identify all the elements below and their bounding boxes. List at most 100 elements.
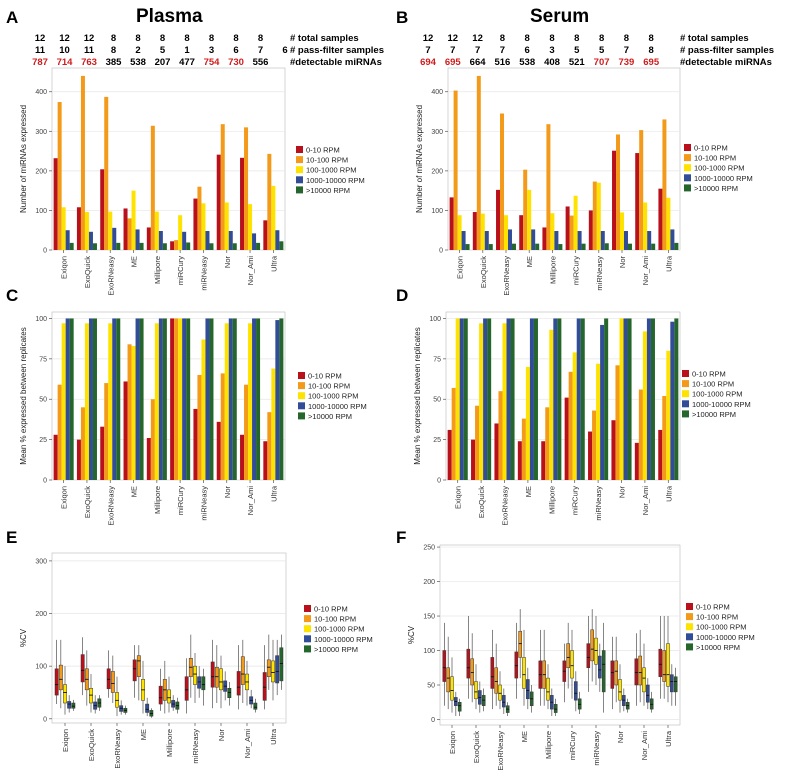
y-tick-label: 0 bbox=[439, 248, 443, 255]
y-tick-label: 0 bbox=[437, 478, 441, 485]
box-mircury-100-1000-rpm bbox=[570, 650, 574, 679]
bar-ultra-10000-rpm bbox=[279, 318, 284, 480]
box-mirneasy-10000-rpm bbox=[201, 676, 206, 691]
bar-exoquick-1000-10000-rpm bbox=[484, 231, 489, 250]
y-tick-label: 50 bbox=[427, 683, 435, 690]
bar-nor-ami-10000-rpm bbox=[651, 243, 656, 250]
header-row-label: # pass-filter samples bbox=[680, 45, 774, 56]
header-pass-cell: 3 bbox=[208, 45, 215, 56]
y-axis-label: %CV bbox=[407, 625, 416, 644]
bar-nor-ami-0-10-rpm bbox=[634, 442, 639, 480]
header-total-cell: 8 bbox=[257, 33, 264, 44]
box-mircury-1000-10000-rpm bbox=[574, 681, 578, 701]
bar-exorneasy-100-1000-rpm bbox=[504, 215, 508, 250]
header-total-cell: 8 bbox=[648, 33, 654, 44]
header-pass-cell: 5 bbox=[598, 45, 605, 56]
bar-exiqon-1000-10000-rpm bbox=[459, 318, 464, 480]
bar-me-100-1000-rpm bbox=[131, 345, 136, 480]
bar-mirneasy-1000-10000-rpm bbox=[205, 231, 210, 250]
header-total-cell: 8 bbox=[574, 33, 580, 44]
serum-title: Serum bbox=[530, 6, 590, 27]
legend-label-0-10-rpm: 0-10 RPM bbox=[308, 372, 342, 381]
bar-mirneasy-100-1000-rpm bbox=[596, 363, 601, 480]
y-axis-label: %CV bbox=[19, 628, 28, 647]
box-mirneasy-1000-10000-rpm bbox=[598, 655, 602, 679]
header-pass-cell: 11 bbox=[34, 45, 46, 56]
box-mircury-10-100-rpm bbox=[566, 643, 570, 669]
x-tick-label-nor: Nor bbox=[616, 731, 625, 744]
box-mirneasy-0-10-rpm bbox=[586, 643, 591, 669]
bar-ultra-10-100-rpm bbox=[662, 396, 667, 480]
box-mirneasy-1000-10000-rpm bbox=[197, 676, 202, 689]
bar-ultra-1000-10000-rpm bbox=[275, 230, 280, 250]
legend-swatch-100-1000-rpm bbox=[686, 623, 693, 631]
bar-mircury-10-100-rpm bbox=[174, 240, 179, 250]
panel-letter-c: C bbox=[6, 286, 19, 305]
header-row-label: # pass-filter samples bbox=[290, 45, 384, 56]
y-tick-label: 0 bbox=[431, 717, 435, 724]
bar-mirneasy-1000-10000-rpm bbox=[600, 231, 605, 250]
bar-millipore-100-1000-rpm bbox=[154, 323, 159, 480]
header-pass-cell: 7 bbox=[450, 45, 456, 56]
bar-mirneasy-10000-rpm bbox=[209, 243, 214, 250]
y-tick-label: 200 bbox=[35, 168, 47, 175]
bar-exorneasy-1000-10000-rpm bbox=[506, 318, 511, 480]
header-total-cell: 12 bbox=[472, 33, 483, 44]
x-tick-label-nor-ami: Nor_Ami bbox=[641, 256, 650, 286]
bar-exiqon-1000-10000-rpm bbox=[65, 318, 70, 480]
bar-me-1000-10000-rpm bbox=[135, 318, 140, 480]
bar-me-10000-rpm bbox=[533, 318, 538, 480]
box-me-1000-10000-rpm bbox=[526, 679, 530, 700]
header-total-cell: 12 bbox=[59, 33, 70, 44]
x-tick-label-me: ME bbox=[139, 729, 148, 740]
y-tick-label: 400 bbox=[35, 89, 47, 96]
x-tick-label-millipore: Millipore bbox=[153, 256, 162, 284]
box-exoquick-0-10-rpm bbox=[466, 648, 471, 679]
y-tick-label: 100 bbox=[423, 648, 435, 655]
bar-millipore-10000-rpm bbox=[558, 244, 563, 250]
box-me-10-100-rpm bbox=[136, 655, 141, 677]
bar-nor-ami-10-100-rpm bbox=[244, 127, 249, 250]
x-tick-label-mircury: miRCury bbox=[571, 486, 580, 515]
x-tick-label-millipore: Millipore bbox=[153, 486, 162, 514]
legend-label-100-1000-rpm: 100-1000 RPM bbox=[696, 623, 746, 632]
bar-mirneasy-0-10-rpm bbox=[193, 408, 198, 480]
header-detectable-cell: 477 bbox=[179, 57, 195, 68]
header-detectable-cell: 739 bbox=[618, 57, 635, 68]
bar-mircury-0-10-rpm bbox=[170, 318, 175, 480]
legend-swatch-0-10-rpm bbox=[682, 370, 689, 377]
bar-exiqon-10-100-rpm bbox=[451, 387, 456, 480]
bar-millipore-10-100-rpm bbox=[150, 125, 155, 250]
header-detectable-cell: 521 bbox=[568, 57, 585, 68]
chart-d-serum-percent: 0 25 50 75 100 Mean % expressed between repli… bbox=[413, 311, 751, 526]
bar-nor-10000-rpm bbox=[627, 318, 632, 480]
box-nor-100-1000-rpm bbox=[219, 668, 223, 691]
legend-label-1000-10000-rpm: 1000-10000 RPM bbox=[306, 176, 365, 185]
bar-millipore-10-100-rpm bbox=[150, 399, 155, 480]
box-exorneasy-1000-10000-rpm bbox=[502, 695, 506, 708]
bar-exorneasy-0-10-rpm bbox=[496, 189, 501, 250]
bar-me-1000-10000-rpm bbox=[529, 318, 534, 480]
legend-label-10-100-rpm: 10-100 RPM bbox=[694, 154, 736, 163]
legend-label-10-100-rpm: 10-100 RPM bbox=[692, 380, 734, 389]
box-me-100-1000-rpm bbox=[522, 657, 526, 689]
box-mirneasy-10000-rpm bbox=[601, 650, 606, 693]
header-detectable-cell: 516 bbox=[494, 57, 511, 68]
chart-c-plasma-percent: 0 25 50 75 100 Mean % expressed between repli… bbox=[19, 311, 367, 526]
bar-me-100-1000-rpm bbox=[131, 190, 136, 250]
bar-nor-0-10-rpm bbox=[216, 154, 221, 250]
box-exoquick-0-10-rpm bbox=[80, 654, 85, 683]
header-total-cell: 8 bbox=[208, 33, 215, 44]
bar-millipore-100-1000-rpm bbox=[549, 329, 554, 480]
legend-swatch-0-10-rpm bbox=[304, 605, 311, 612]
legend-swatch-10000-rpm bbox=[304, 645, 311, 653]
bar-mircury-100-1000-rpm bbox=[572, 352, 577, 480]
box-exorneasy-10-100-rpm bbox=[494, 667, 498, 694]
bar-mirneasy-1000-10000-rpm bbox=[600, 324, 605, 480]
bar-nor-100-1000-rpm bbox=[224, 202, 229, 250]
bar-nor-10-100-rpm bbox=[615, 365, 620, 480]
bar-nor-ami-0-10-rpm bbox=[635, 153, 640, 250]
bar-nor-ami-1000-10000-rpm bbox=[252, 233, 257, 250]
bar-nor-1000-10000-rpm bbox=[228, 318, 233, 480]
legend-label-100-1000-rpm: 100-1000 RPM bbox=[308, 392, 358, 401]
